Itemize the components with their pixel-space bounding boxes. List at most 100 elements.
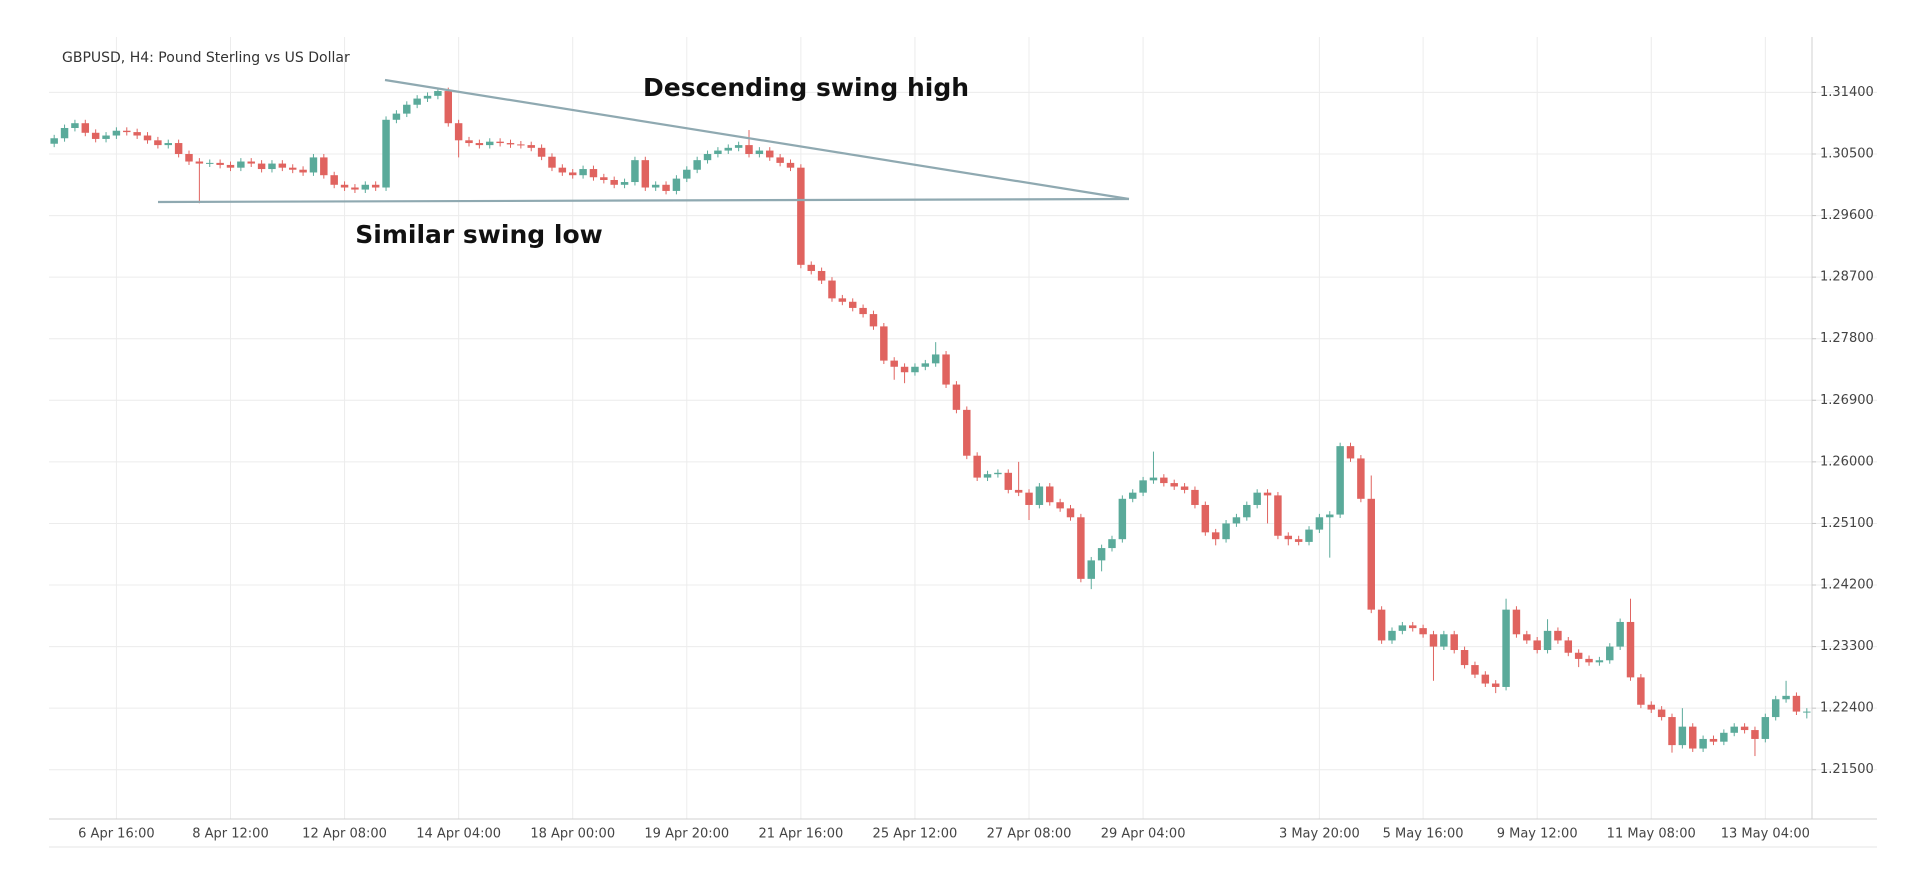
candle-body xyxy=(641,160,650,188)
candle-body xyxy=(703,153,712,161)
candle-body xyxy=(71,123,79,128)
candle-body xyxy=(1243,504,1251,518)
candle-body xyxy=(486,141,494,146)
candle-body xyxy=(465,140,473,144)
descending-trendline xyxy=(384,78,1130,201)
candle-body xyxy=(797,167,805,265)
y-tick-label: 1.21500 xyxy=(1820,762,1874,777)
candle-body xyxy=(1056,502,1064,509)
candle-body xyxy=(268,163,276,170)
candle-body xyxy=(517,144,525,146)
x-tick-label: 11 May 08:00 xyxy=(1607,827,1696,842)
candle-body xyxy=(1253,492,1261,505)
candle-body xyxy=(1709,738,1718,742)
candle-body xyxy=(1377,609,1386,641)
candle-body xyxy=(330,175,338,185)
candle-body xyxy=(973,455,981,478)
candle-body xyxy=(1657,709,1666,718)
candle-body xyxy=(1035,486,1044,505)
candle-body xyxy=(1637,677,1645,705)
candle-body xyxy=(226,164,235,168)
candle-body xyxy=(454,123,463,141)
candle-body xyxy=(1046,486,1054,503)
candle-body xyxy=(1284,535,1293,540)
candle-body xyxy=(1720,732,1728,742)
x-tick-label: 25 Apr 12:00 xyxy=(873,827,958,842)
candle-body xyxy=(548,156,556,168)
candle-body xyxy=(714,150,722,154)
candle-body xyxy=(1419,628,1427,635)
candle-body xyxy=(1222,523,1230,540)
candle-body xyxy=(1211,532,1220,540)
candle-body xyxy=(1118,498,1127,540)
candle-body xyxy=(434,91,442,96)
x-tick-label: 9 May 12:00 xyxy=(1497,827,1578,842)
candle-body xyxy=(361,184,370,190)
x-tick-label: 18 Apr 00:00 xyxy=(530,827,615,842)
x-tick-label: 14 Apr 04:00 xyxy=(416,827,501,842)
candle-body xyxy=(278,163,287,168)
candle-body xyxy=(413,98,421,105)
candle-body xyxy=(1139,480,1147,493)
candle-body xyxy=(1014,489,1023,493)
candle-body xyxy=(237,161,245,168)
x-tick-label: 27 Apr 08:00 xyxy=(987,827,1072,842)
y-tick-label: 1.28700 xyxy=(1820,270,1874,285)
annotation: Descending swing high xyxy=(643,73,969,102)
candle-body xyxy=(931,354,940,364)
y-tick-label: 1.31400 xyxy=(1820,85,1874,100)
candle-body xyxy=(423,95,432,99)
candle-body xyxy=(320,157,328,176)
x-tick-label: 29 Apr 04:00 xyxy=(1101,827,1186,842)
y-tick-label: 1.23300 xyxy=(1820,639,1874,654)
annotation: Similar swing low xyxy=(355,220,602,249)
candle-body xyxy=(1294,539,1303,542)
axes: 1.31400 1.30500 1.29600 1.28700 1.27800 1.269… xyxy=(78,85,1874,842)
candle-body xyxy=(185,153,193,162)
candle-body xyxy=(1170,483,1178,487)
candle-body xyxy=(921,363,930,367)
candle-body xyxy=(786,162,795,168)
candle-body xyxy=(1771,699,1780,718)
candle-body xyxy=(1574,652,1583,659)
candle-body xyxy=(1336,446,1344,515)
candle-body xyxy=(403,104,411,114)
candle-body xyxy=(1678,726,1687,746)
candle-body xyxy=(1668,717,1676,746)
candle-body xyxy=(288,167,297,170)
candle-body xyxy=(1097,548,1106,561)
candle-body xyxy=(1305,529,1313,542)
candle-body xyxy=(1160,477,1168,484)
candle-body xyxy=(1087,560,1095,579)
candle-body xyxy=(1533,640,1541,651)
candle-body xyxy=(1730,726,1738,733)
candle-body xyxy=(195,161,204,164)
candle-body xyxy=(1481,674,1490,684)
candle-body xyxy=(859,307,867,315)
candle-body xyxy=(1315,517,1324,530)
candle-body xyxy=(994,472,1002,475)
candle-body xyxy=(1450,634,1458,651)
candle-body xyxy=(1512,609,1521,635)
candle-body xyxy=(123,130,131,133)
candle-body xyxy=(444,91,453,124)
candle-body xyxy=(755,150,764,154)
candle-body xyxy=(1564,640,1573,653)
candle-body xyxy=(1429,634,1438,647)
y-tick-label: 1.25100 xyxy=(1820,516,1874,531)
candle-body xyxy=(1626,621,1635,678)
x-tick-label: 5 May 16:00 xyxy=(1383,827,1464,842)
candle-body xyxy=(952,384,961,410)
candle-body xyxy=(900,366,909,373)
candle-body xyxy=(807,264,815,271)
candle-body xyxy=(911,366,919,373)
grid xyxy=(49,37,1877,819)
y-tick-label: 1.30500 xyxy=(1820,146,1874,161)
candle-body xyxy=(662,184,670,191)
candle-body xyxy=(206,162,214,164)
candle-body xyxy=(133,132,141,136)
candle-body xyxy=(1408,625,1417,629)
x-tick-label: 21 Apr 16:00 xyxy=(758,827,843,842)
candle-body xyxy=(776,157,784,163)
